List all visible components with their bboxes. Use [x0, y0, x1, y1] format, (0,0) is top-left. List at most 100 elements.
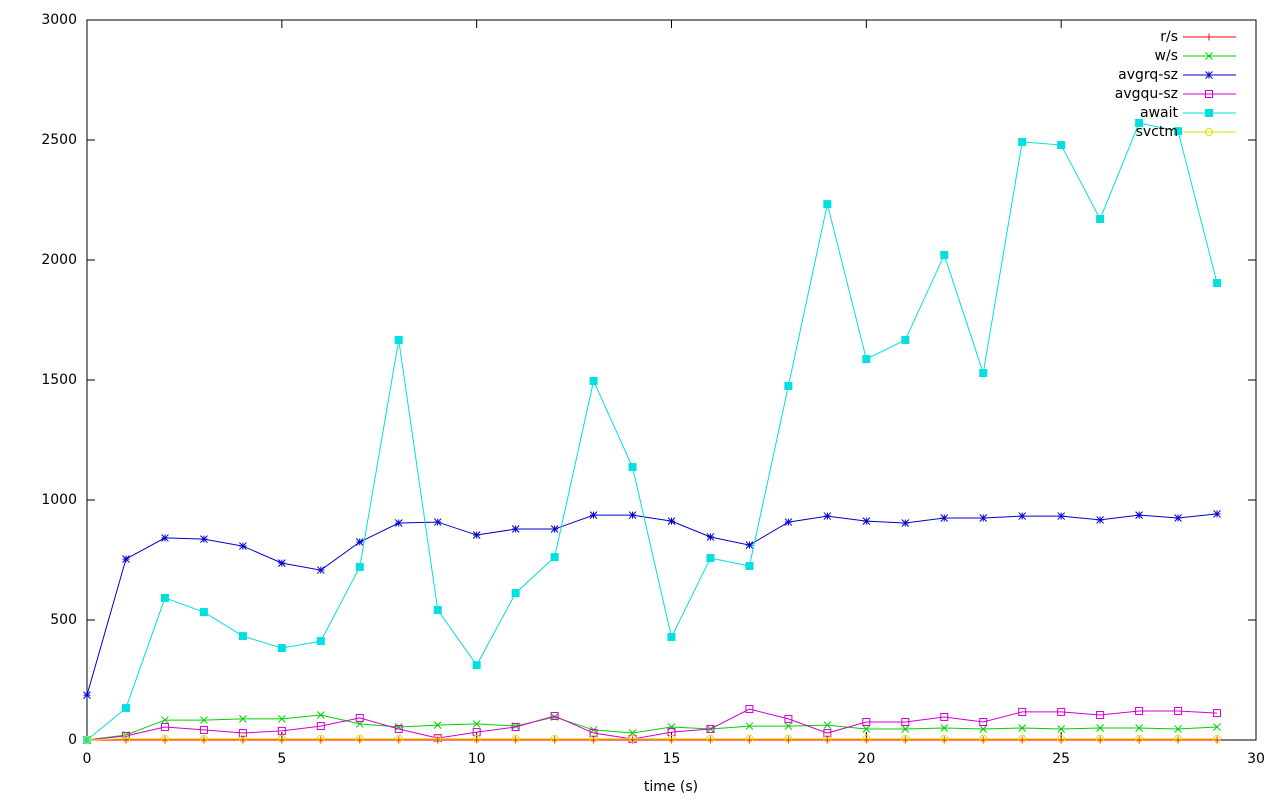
y-tick-label: 2000	[41, 252, 77, 268]
marker	[355, 562, 364, 571]
marker	[238, 632, 247, 641]
marker-shape	[901, 718, 910, 726]
marker	[1174, 514, 1182, 522]
y-tick-label: 3000	[41, 12, 77, 28]
marker	[199, 734, 208, 743]
marker	[160, 593, 169, 602]
y-tick-label: 2500	[41, 132, 77, 148]
marker	[122, 555, 130, 563]
marker	[628, 463, 637, 472]
series-line	[86, 708, 1218, 741]
marker-shape	[1213, 279, 1222, 288]
marker-shape	[394, 724, 403, 733]
marker	[472, 661, 481, 670]
marker-shape	[1057, 141, 1066, 150]
marker-shape	[1096, 711, 1105, 720]
marker-stroke	[122, 555, 130, 563]
marker-stroke	[316, 711, 325, 719]
marker	[160, 734, 169, 743]
marker-shape	[511, 723, 520, 732]
marker-stroke	[1205, 52, 1213, 60]
marker-shape	[238, 729, 247, 738]
marker-shape	[745, 734, 754, 743]
marker	[823, 721, 832, 729]
marker	[550, 712, 559, 720]
marker-stroke	[901, 519, 910, 527]
marker-shape	[511, 734, 520, 743]
marker-stroke	[784, 518, 793, 526]
marker-stroke	[1018, 724, 1027, 732]
marker-shape	[277, 726, 286, 735]
marker-stroke	[589, 511, 598, 519]
marker	[901, 718, 910, 726]
marker-stroke	[394, 723, 403, 731]
marker-shape	[1174, 127, 1183, 136]
marker-shape	[394, 734, 403, 743]
marker	[316, 711, 325, 719]
marker	[1057, 512, 1066, 520]
marker-stroke	[550, 525, 559, 533]
marker-stroke	[940, 514, 949, 522]
marker	[1018, 724, 1027, 732]
marker	[316, 722, 325, 731]
marker	[1135, 724, 1143, 732]
x-tick-label: 25	[1052, 751, 1070, 767]
marker	[277, 726, 286, 735]
series-line	[86, 122, 1218, 741]
marker	[1096, 214, 1105, 223]
marker	[706, 533, 715, 541]
marker-shape	[1213, 709, 1222, 718]
marker-shape	[706, 724, 715, 733]
marker	[238, 734, 247, 743]
marker	[628, 511, 637, 519]
marker-shape	[238, 734, 247, 743]
marker	[1135, 734, 1144, 743]
marker	[589, 734, 598, 743]
marker-stroke	[200, 716, 208, 724]
marker	[1213, 723, 1221, 731]
marker	[550, 734, 559, 743]
marker-shape	[628, 734, 637, 743]
marker-shape	[355, 562, 364, 571]
marker-shape	[355, 713, 364, 722]
marker-shape	[550, 553, 559, 562]
marker	[940, 514, 949, 522]
marker-shape	[199, 734, 208, 743]
marker-shape	[1213, 734, 1222, 743]
marker	[550, 525, 559, 533]
marker-shape	[940, 734, 949, 743]
marker-shape	[862, 355, 871, 364]
marker	[667, 734, 676, 743]
marker-shape	[199, 608, 208, 617]
marker-stroke	[979, 514, 988, 522]
marker-stroke	[706, 533, 715, 541]
marker-stroke	[1057, 725, 1066, 733]
marker-stroke	[901, 725, 910, 733]
marker-stroke	[784, 722, 793, 730]
marker-shape	[1057, 707, 1066, 716]
marker	[823, 729, 832, 738]
marker	[355, 713, 364, 722]
marker-shape	[1096, 214, 1105, 223]
marker-shape	[1135, 706, 1144, 715]
marker	[706, 724, 715, 733]
marker-stroke	[472, 720, 481, 728]
marker	[901, 335, 910, 344]
marker-stroke	[979, 725, 988, 733]
marker-shape	[550, 712, 559, 720]
marker	[1205, 90, 1213, 98]
marker	[511, 734, 520, 743]
marker-shape	[160, 593, 169, 602]
marker	[394, 519, 403, 527]
marker-stroke	[394, 519, 403, 527]
marker-shape	[238, 632, 247, 641]
marker	[1135, 511, 1143, 519]
marker-stroke	[200, 535, 208, 543]
marker-shape	[745, 705, 754, 714]
marker	[83, 691, 91, 699]
marker-shape	[589, 734, 598, 743]
marker	[511, 525, 520, 533]
marker-shape	[979, 718, 988, 726]
